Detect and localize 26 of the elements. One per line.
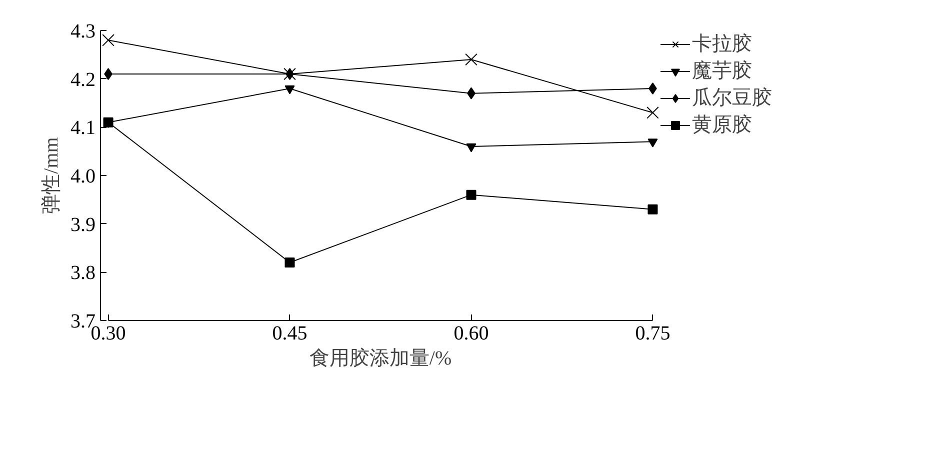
legend-label: 黄原胶 <box>692 113 753 138</box>
point <box>648 204 658 214</box>
y-tick-label: 4.1 <box>70 117 96 140</box>
y-tick-label: 3.9 <box>70 214 96 236</box>
point <box>104 68 112 80</box>
y-tick-label: 4.2 <box>70 68 96 91</box>
point <box>102 34 114 46</box>
x-tick-label: 0.60 <box>454 322 489 344</box>
point <box>284 258 295 268</box>
y-tick-label: 4.3 <box>70 20 96 42</box>
legend-label: 卡拉胶 <box>692 32 753 57</box>
x-axis-title: 食用胶添加量/% <box>309 348 452 370</box>
point <box>284 85 295 94</box>
point <box>465 53 478 66</box>
point <box>648 82 657 94</box>
legend-label: 瓜尔豆胶 <box>692 86 772 111</box>
y-axis-title: 弹性/mm <box>40 136 62 214</box>
point <box>466 190 476 200</box>
point <box>646 106 659 119</box>
y-tick-label: 4.0 <box>70 166 96 188</box>
point <box>648 138 658 148</box>
x-tick-label: 0.75 <box>635 322 670 344</box>
point <box>466 143 476 152</box>
y-tick-label: 3.8 <box>70 262 96 284</box>
x-tick-label: 0.45 <box>272 322 308 344</box>
legend-label: 魔芋胶 <box>692 59 753 84</box>
